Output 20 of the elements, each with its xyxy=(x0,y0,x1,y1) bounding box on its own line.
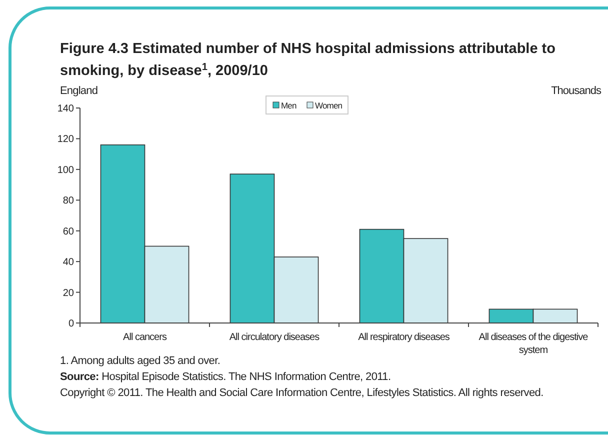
text: 1. Among adults aged 35 and over. xyxy=(60,355,220,367)
x-tick-label: All cancers xyxy=(123,332,167,343)
y-tick-label: 120 xyxy=(57,134,74,146)
text: Copyright © 2011. The Health and Social Care Information Centre, Lifestyles Statistics. All rights reserved. xyxy=(60,387,544,399)
legend-label: Men xyxy=(281,100,298,110)
source-note: Source: Hospital Episode Statistics. The NHS Information Centre, 2011. xyxy=(60,371,391,383)
legend-label: Women xyxy=(315,100,343,110)
y-tick-label: 40 xyxy=(62,257,74,268)
y-tick-label: 140 xyxy=(57,104,74,114)
y-tick-label: 100 xyxy=(57,164,74,176)
y-tick-label: 60 xyxy=(62,226,74,238)
y-axis-title: Thousands xyxy=(551,85,602,97)
x-tick-label: All circulatory diseases xyxy=(229,332,320,343)
y-tick-label: 80 xyxy=(62,196,74,207)
y-tick-label: 0 xyxy=(68,318,74,330)
x-tick-label: All diseases of the digestive system xyxy=(478,332,589,356)
chart-title: Figure 4.3 Estimated number of NHS hospital admissions attributable to smoking, by disease$^{1}$, 2009/10 xyxy=(60,41,556,79)
y-tick-label: 20 xyxy=(62,288,74,299)
x-tick-label: All respiratory diseases xyxy=(358,332,450,343)
chart-subtitle: England xyxy=(60,85,98,97)
